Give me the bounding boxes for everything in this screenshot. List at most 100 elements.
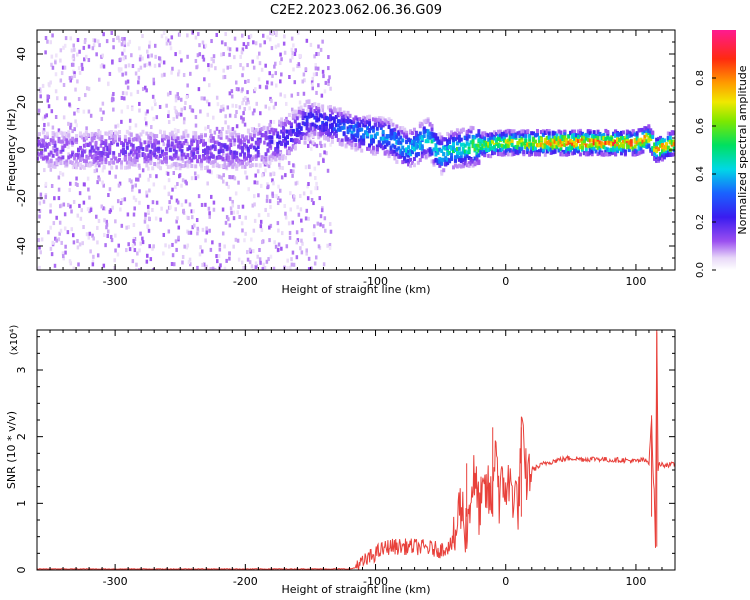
ridge-cell (493, 150, 497, 155)
noise-cell (244, 79, 247, 84)
ridge-cell (151, 166, 155, 171)
ridge-cell (416, 139, 420, 144)
ridge-cell (409, 149, 413, 154)
noise-cell (133, 248, 137, 253)
ridge-cell (475, 154, 479, 159)
ridge-cell (131, 137, 135, 142)
ridge-cell (375, 118, 379, 123)
ridge-cell (504, 149, 508, 154)
ridge-cell (137, 137, 141, 142)
noise-cell (297, 62, 301, 67)
noise-cell (174, 185, 177, 190)
ridge-cell (606, 152, 610, 157)
noise-cell (138, 46, 141, 51)
noise-cell (76, 213, 80, 218)
ridge-cell (450, 135, 454, 140)
ridge-cell (198, 135, 202, 140)
ridge-cell (455, 164, 459, 169)
ridge-cell (135, 154, 139, 159)
ridge-cell (573, 150, 577, 155)
ridge-cell (55, 158, 59, 163)
noise-cell (210, 170, 213, 175)
ridge-cell (414, 132, 418, 137)
noise-cell (228, 91, 232, 96)
ridge-cell (606, 135, 610, 140)
ridge-cell (180, 156, 184, 161)
ridge-cell (340, 112, 344, 117)
noise-cell (264, 63, 267, 68)
ridge-cell (336, 137, 340, 142)
ridge-cell (176, 162, 180, 167)
ridge-cell (573, 136, 577, 141)
ridge-cell (260, 127, 264, 132)
ridge-cell (467, 142, 471, 147)
ridge-cell (80, 135, 84, 140)
noise-cell (271, 73, 274, 78)
ridge-cell (203, 151, 207, 156)
ridge-cell (444, 156, 448, 161)
ridge-cell (481, 131, 485, 136)
ridge-cell (510, 152, 514, 157)
noise-cell (120, 223, 124, 228)
noise-cell (214, 268, 217, 270)
noise-cell (310, 80, 314, 85)
ridge-cell (401, 126, 405, 131)
ridge-cell (621, 135, 625, 140)
noise-cell (165, 41, 169, 46)
noise-cell (44, 35, 48, 40)
ridge-cell (475, 157, 479, 162)
noise-cell (186, 83, 189, 88)
noise-cell (159, 59, 163, 64)
ridge-cell (57, 136, 61, 141)
noise-cell (141, 33, 144, 38)
ridge-cell (350, 145, 354, 150)
ridge-cell (112, 138, 116, 143)
ridge-cell (176, 136, 180, 141)
noise-cell (135, 262, 138, 267)
ridge-cell (153, 134, 157, 139)
ridge-cell (409, 157, 413, 162)
ridge-cell (125, 165, 129, 170)
noise-cell (49, 80, 52, 85)
ridge-cell (108, 130, 112, 135)
ridge-cell (596, 152, 600, 157)
ridge-cell (340, 141, 344, 146)
noise-cell (238, 105, 242, 110)
ridge-cell (500, 137, 504, 142)
ridge-cell (660, 146, 664, 151)
ridge-cell (229, 138, 233, 143)
noise-cell (128, 247, 132, 252)
noise-cell (92, 38, 95, 43)
noise-cell (145, 62, 148, 67)
ridge-cell (551, 137, 555, 142)
ridge-cell (530, 146, 534, 151)
ridge-cell (657, 157, 661, 162)
ridge-cell (573, 132, 577, 137)
noise-cell (315, 186, 319, 191)
ridge-cell (311, 131, 315, 136)
noise-cell (49, 246, 53, 251)
noise-cell (321, 39, 324, 44)
noise-cell (268, 225, 271, 230)
ridge-cell (440, 141, 444, 146)
ridge-cell (618, 144, 622, 149)
ridge-cell (397, 146, 401, 151)
noise-cell (143, 63, 147, 68)
ridge-cell (205, 150, 209, 155)
ridge-cell (51, 164, 55, 169)
noise-cell (259, 219, 263, 224)
noise-cell (68, 102, 71, 107)
ridge-cell (297, 132, 301, 137)
ridge-cell (393, 127, 397, 132)
noise-cell (284, 215, 288, 220)
noise-cell (305, 248, 308, 253)
ridge-cell (428, 135, 432, 140)
ridge-cell (530, 131, 534, 136)
ridge-cell (643, 129, 647, 134)
ridge-cell (549, 147, 553, 152)
ridge-cell (215, 162, 219, 167)
noise-cell (95, 214, 98, 219)
noise-cell (264, 161, 268, 166)
ridge-cell (69, 138, 73, 143)
ridge-cell (588, 138, 592, 143)
